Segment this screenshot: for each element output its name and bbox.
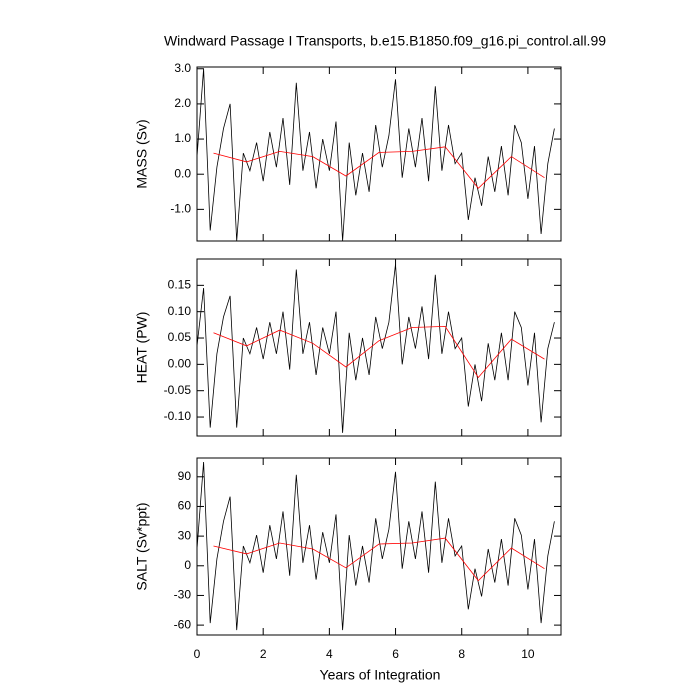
y-tick-label: -1.0	[170, 202, 191, 216]
plot-frame	[196, 457, 562, 636]
x-tick-label: 0	[194, 647, 201, 661]
x-tick-label: 10	[521, 647, 535, 661]
y-tick-label: 30	[178, 528, 192, 542]
data-line	[213, 146, 545, 189]
y-tick-label: 1.0	[174, 131, 191, 145]
x-tick-label: 8	[458, 647, 465, 661]
plot-frame	[196, 258, 562, 437]
x-tick-label: 4	[326, 647, 333, 661]
y-tick-label: 90	[178, 469, 192, 483]
y-tick-label: -60	[174, 617, 192, 631]
plot-frame	[196, 66, 562, 242]
y-tick-label: -30	[174, 588, 192, 602]
y-axis-label: HEAT (PW)	[134, 312, 150, 384]
x-axis-label: Years of Integration	[320, 667, 441, 683]
chart-title: Windward Passage I Transports, b.e15.B18…	[164, 33, 606, 49]
y-tick-label: 0.05	[168, 330, 192, 344]
x-tick-label: 2	[260, 647, 267, 661]
y-tick-label: 2.0	[174, 96, 191, 110]
y-axis-label: MASS (Sv)	[134, 119, 150, 188]
y-tick-label: -0.05	[164, 383, 192, 397]
y-tick-label: 0	[184, 558, 191, 572]
data-line	[213, 537, 545, 582]
y-tick-label: -0.10	[164, 409, 192, 423]
y-tick-label: 0.10	[168, 304, 192, 318]
y-tick-label: 0.0	[174, 166, 191, 180]
data-line	[196, 68, 555, 242]
data-line	[196, 264, 555, 433]
y-axis-label: SALT (Sv*ppt)	[134, 502, 150, 590]
x-tick-label: 6	[392, 647, 399, 661]
y-tick-label: 3.0	[174, 61, 191, 75]
data-line	[196, 461, 555, 631]
data-line	[213, 325, 545, 379]
y-tick-label: 0.15	[168, 278, 192, 292]
y-tick-label: 0.00	[168, 357, 192, 371]
y-tick-label: 60	[178, 499, 192, 513]
